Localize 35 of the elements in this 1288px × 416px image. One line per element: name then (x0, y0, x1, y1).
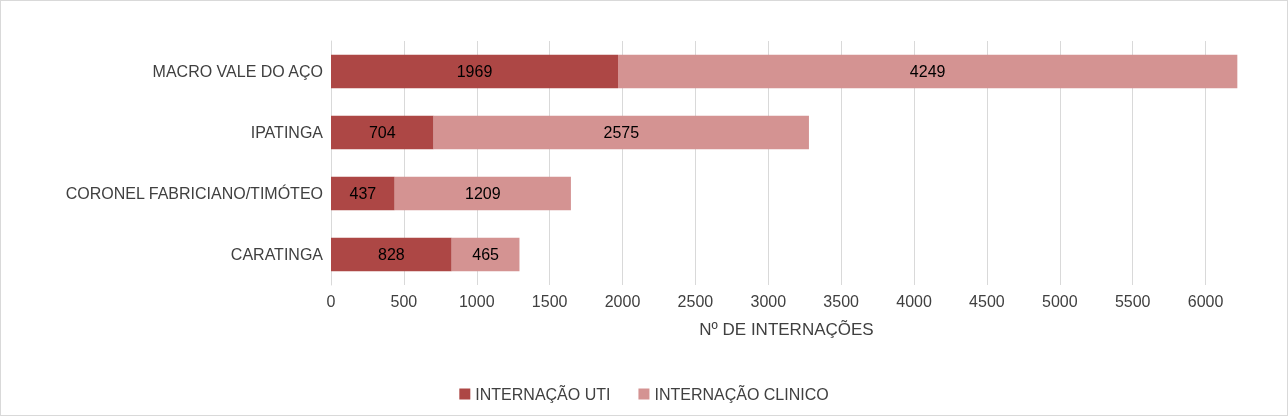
x-tick-label: 3500 (823, 292, 860, 310)
x-tick-label: 2000 (604, 292, 641, 310)
x-axis-title: Nº DE INTERNAÇÕES (699, 320, 874, 339)
x-tick-label: 1500 (531, 292, 568, 310)
x-tick-label: 2500 (677, 292, 714, 310)
data-label: 2575 (603, 124, 640, 141)
y-tick-label: MACRO VALE DO AÇO (152, 63, 323, 80)
data-label: 1209 (465, 185, 501, 202)
data-label: 1969 (456, 63, 493, 80)
x-tick-label: 4000 (896, 292, 932, 310)
x-tick-label: 500 (390, 292, 418, 310)
x-tick-label: 4500 (969, 292, 1005, 310)
bar (331, 115, 434, 150)
y-tick-label: IPATINGA (250, 124, 324, 141)
data-label: 4249 (909, 63, 946, 80)
data-label: 828 (377, 246, 405, 263)
bar (331, 237, 452, 272)
x-tick-label: 6000 (1187, 292, 1224, 310)
x-tick-label: 3000 (750, 292, 787, 310)
data-label: 437 (349, 185, 377, 202)
legend-label: INTERNAÇÃO UTI (475, 383, 611, 403)
bar (433, 115, 809, 150)
bar (394, 176, 571, 211)
y-tick-label: CARATINGA (230, 246, 324, 263)
x-tick-label: 5500 (1114, 292, 1151, 310)
legend-label: INTERNAÇÃO CLINICO (654, 383, 829, 403)
y-tick-label: CORONEL FABRICIANO/TIMÓTEO (65, 184, 323, 202)
bar (331, 176, 395, 211)
x-tick-label: 1000 (458, 292, 495, 310)
data-label: 465 (472, 246, 500, 263)
bar (618, 54, 1238, 89)
x-tick-label: 5000 (1042, 292, 1078, 310)
bar (331, 54, 618, 89)
data-label: 704 (368, 124, 396, 141)
x-tick-label: 0 (326, 292, 336, 310)
